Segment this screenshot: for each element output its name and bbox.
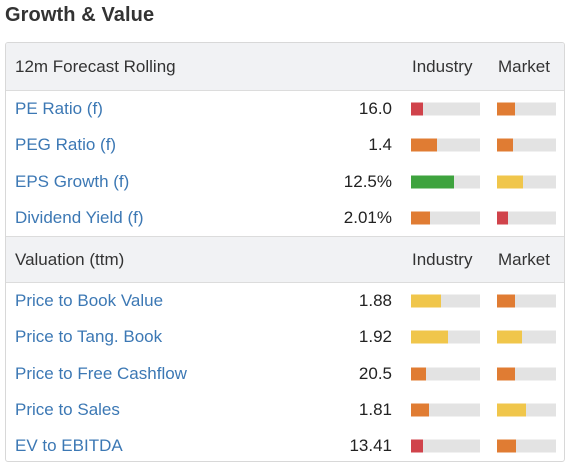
- industry-comparison-bar: [411, 367, 480, 381]
- section-header-forecast: 12m Forecast Rolling Industry Market: [6, 43, 564, 91]
- industry-comparison-bar: [411, 439, 480, 453]
- market-bar-fill: [497, 330, 523, 344]
- industry-comparison-bar: [411, 138, 480, 152]
- metric-row: EV to EBITDA 13.41: [6, 428, 564, 461]
- metric-value: 1.88: [358, 291, 392, 311]
- section-label: Valuation (ttm): [15, 249, 125, 269]
- growth-value-card: 12m Forecast Rolling Industry Market PE …: [5, 42, 565, 462]
- market-bar-fill: [497, 367, 515, 381]
- market-comparison-bar: [497, 403, 556, 417]
- metric-value: 1.4: [368, 135, 392, 155]
- industry-bar-fill: [411, 294, 441, 308]
- market-bar-fill: [497, 294, 515, 308]
- market-bar-fill: [497, 102, 515, 116]
- industry-comparison-bar: [411, 211, 480, 225]
- industry-bar-fill: [411, 330, 449, 344]
- metric-link[interactable]: Price to Tang. Book: [15, 327, 163, 347]
- market-column-header: Market: [498, 249, 550, 269]
- industry-bar-fill: [411, 439, 423, 453]
- metric-value: 13.41: [349, 436, 392, 456]
- metric-link[interactable]: EPS Growth (f): [15, 171, 130, 191]
- market-bar-fill: [497, 439, 517, 453]
- market-comparison-bar: [497, 367, 556, 381]
- industry-bar-fill: [411, 102, 423, 116]
- market-bar-fill: [497, 175, 523, 189]
- market-comparison-bar: [497, 175, 556, 189]
- metric-link[interactable]: Price to Book Value: [15, 291, 164, 311]
- metric-row: Price to Sales 1.81: [6, 392, 564, 428]
- industry-bar-fill: [411, 211, 431, 225]
- metric-row: EPS Growth (f) 12.5%: [6, 164, 564, 200]
- metric-link[interactable]: PEG Ratio (f): [15, 135, 117, 155]
- industry-comparison-bar: [411, 330, 480, 344]
- metric-row: Price to Book Value 1.88: [6, 283, 564, 319]
- metric-link[interactable]: PE Ratio (f): [15, 99, 103, 119]
- metric-row: PE Ratio (f) 16.0: [6, 91, 564, 127]
- metric-link[interactable]: Dividend Yield (f): [15, 207, 144, 227]
- market-bar-fill: [497, 403, 526, 417]
- market-bar-fill: [497, 211, 508, 225]
- market-column-header: Market: [498, 56, 550, 76]
- industry-comparison-bar: [411, 175, 480, 189]
- industry-comparison-bar: [411, 102, 480, 116]
- metric-link[interactable]: Price to Free Cashflow: [15, 363, 187, 383]
- market-comparison-bar: [497, 138, 556, 152]
- market-comparison-bar: [497, 102, 556, 116]
- widget-title: Growth & Value: [5, 4, 155, 26]
- section-label: 12m Forecast Rolling: [15, 56, 176, 76]
- market-comparison-bar: [497, 439, 556, 453]
- industry-comparison-bar: [411, 294, 480, 308]
- market-comparison-bar: [497, 211, 556, 225]
- metric-link[interactable]: Price to Sales: [15, 399, 120, 419]
- metric-row: Price to Free Cashflow 20.5: [6, 356, 564, 392]
- metric-value: 12.5%: [343, 171, 392, 191]
- industry-bar-fill: [411, 138, 438, 152]
- metric-value: 1.92: [358, 327, 392, 347]
- metric-value: 20.5: [358, 363, 392, 383]
- metric-row: PEG Ratio (f) 1.4: [6, 127, 564, 163]
- metric-row: Price to Tang. Book 1.92: [6, 319, 564, 355]
- metric-value: 1.81: [358, 399, 392, 419]
- industry-column-header: Industry: [412, 249, 473, 269]
- metric-value: 16.0: [358, 99, 392, 119]
- metric-row: Dividend Yield (f) 2.01%: [6, 200, 564, 236]
- industry-comparison-bar: [411, 403, 480, 417]
- market-comparison-bar: [497, 330, 556, 344]
- section-header-valuation: Valuation (ttm) Industry Market: [6, 236, 564, 283]
- market-comparison-bar: [497, 294, 556, 308]
- industry-column-header: Industry: [412, 56, 473, 76]
- metric-link[interactable]: EV to EBITDA: [15, 436, 123, 456]
- industry-bar-fill: [411, 403, 429, 417]
- market-bar-fill: [497, 138, 513, 152]
- industry-bar-fill: [411, 175, 455, 189]
- industry-bar-fill: [411, 367, 427, 381]
- metric-value: 2.01%: [343, 207, 392, 227]
